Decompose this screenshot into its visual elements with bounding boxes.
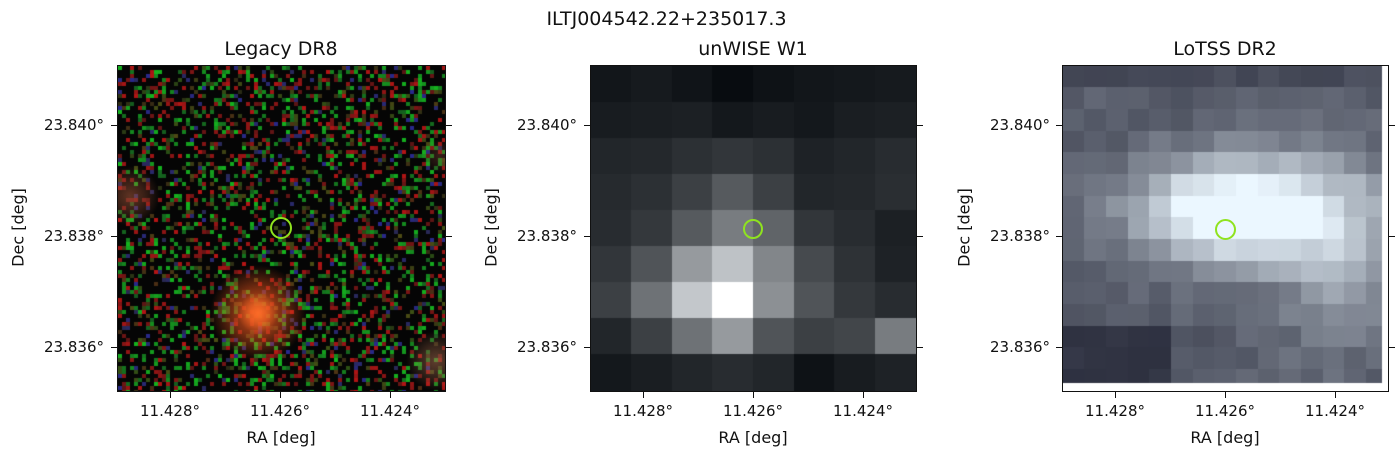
ytick-label: 23.840° bbox=[44, 116, 104, 134]
ytick-mark bbox=[1389, 347, 1395, 348]
ytick-mark bbox=[111, 236, 117, 237]
ytick-mark bbox=[1389, 125, 1395, 126]
legacy-image bbox=[117, 65, 446, 392]
y-axis-label: Dec [deg] bbox=[8, 188, 28, 267]
panel-title-lotss: LoTSS DR2 bbox=[1173, 38, 1277, 60]
xtick-label: 11.426° bbox=[250, 402, 310, 420]
ytick-mark bbox=[446, 236, 452, 237]
ytick-label: 23.840° bbox=[517, 116, 577, 134]
ytick-label: 23.840° bbox=[990, 116, 1050, 134]
y-axis-label: Dec [deg] bbox=[481, 188, 501, 267]
ytick-mark bbox=[1389, 236, 1395, 237]
unwise-image bbox=[590, 65, 917, 392]
ytick-label: 23.838° bbox=[517, 227, 577, 245]
ytick-mark bbox=[917, 347, 923, 348]
ytick-label: 23.836° bbox=[44, 338, 104, 356]
xtick-label: 11.428° bbox=[1085, 402, 1145, 420]
x-axis-label: RA [deg] bbox=[718, 428, 788, 447]
xtick-mark bbox=[753, 392, 754, 398]
ytick-mark bbox=[1056, 125, 1062, 126]
xtick-mark bbox=[280, 392, 281, 398]
ytick-mark bbox=[446, 125, 452, 126]
ytick-mark bbox=[111, 125, 117, 126]
xtick-label: 11.428° bbox=[140, 402, 200, 420]
xtick-mark bbox=[170, 392, 171, 398]
ytick-mark bbox=[584, 236, 590, 237]
xtick-mark bbox=[1225, 392, 1226, 398]
xtick-label: 11.424° bbox=[833, 402, 893, 420]
source-marker-circle bbox=[743, 219, 763, 239]
source-marker-circle bbox=[1215, 219, 1236, 240]
ytick-label: 23.836° bbox=[517, 338, 577, 356]
ytick-mark bbox=[584, 125, 590, 126]
xtick-mark bbox=[1335, 392, 1336, 398]
ytick-mark bbox=[584, 347, 590, 348]
xtick-mark bbox=[643, 392, 644, 398]
source-marker-circle bbox=[270, 217, 292, 239]
ytick-label: 23.838° bbox=[44, 227, 104, 245]
ytick-mark bbox=[917, 125, 923, 126]
figure-title: ILTJ004542.22+235017.3 bbox=[546, 8, 787, 30]
x-axis-label: RA [deg] bbox=[246, 428, 316, 447]
xtick-label: 11.424° bbox=[360, 402, 420, 420]
xtick-label: 11.424° bbox=[1305, 402, 1365, 420]
xtick-label: 11.428° bbox=[613, 402, 673, 420]
ytick-mark bbox=[1056, 347, 1062, 348]
xtick-mark bbox=[390, 392, 391, 398]
ytick-mark bbox=[917, 236, 923, 237]
panel-title-unwise: unWISE W1 bbox=[698, 38, 808, 60]
panel-title-legacy: Legacy DR8 bbox=[224, 38, 338, 60]
ytick-label: 23.836° bbox=[990, 338, 1050, 356]
xtick-mark bbox=[1115, 392, 1116, 398]
xtick-mark bbox=[863, 392, 864, 398]
xtick-label: 11.426° bbox=[1195, 402, 1255, 420]
ytick-label: 23.838° bbox=[990, 227, 1050, 245]
y-axis-label: Dec [deg] bbox=[954, 188, 974, 267]
lotss-image bbox=[1062, 65, 1389, 392]
ytick-mark bbox=[111, 347, 117, 348]
ytick-mark bbox=[1056, 236, 1062, 237]
ytick-mark bbox=[446, 347, 452, 348]
x-axis-label: RA [deg] bbox=[1190, 428, 1260, 447]
xtick-label: 11.426° bbox=[723, 402, 783, 420]
